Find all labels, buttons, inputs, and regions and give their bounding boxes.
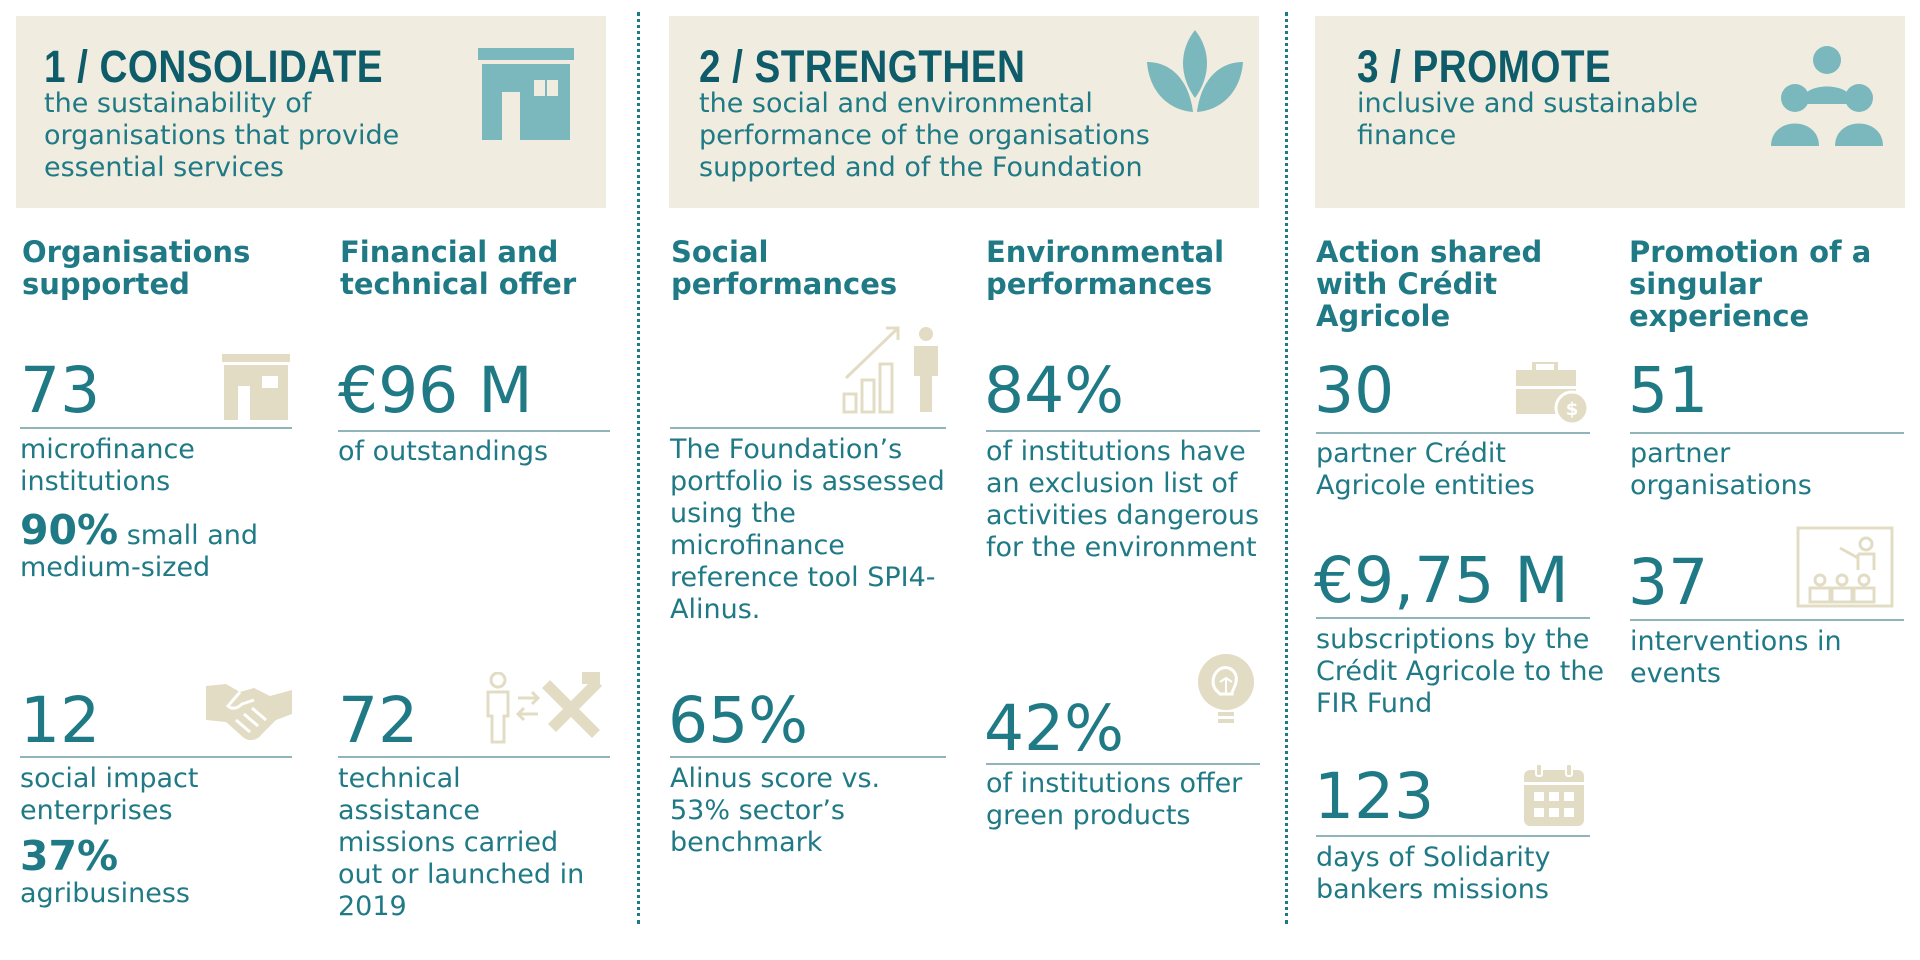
section-title-singular: Promotion of a singular experience xyxy=(1629,235,1872,333)
person-tools-icon xyxy=(482,672,610,744)
stat-label: The Foundation’s portfolio is assessed u… xyxy=(670,434,945,625)
stat-value: 123 xyxy=(1314,760,1435,833)
pillar-subtitle: the sustainability of organisations that… xyxy=(44,88,400,183)
stat-value: 51 xyxy=(1628,354,1709,427)
stat-value: 73 xyxy=(20,354,101,427)
briefcase-dollar-icon: $ xyxy=(1514,362,1588,426)
stat-value: 65% xyxy=(668,684,809,757)
stat-extra: 90% small and medium-sized xyxy=(20,510,300,584)
section-title-offer: Financial and technical offer xyxy=(340,235,577,301)
section-title-env: Environmental performances xyxy=(986,235,1225,301)
pillar-subtitle: the social and environmental performance… xyxy=(699,88,1150,183)
stat-extra-text: agribusiness xyxy=(20,878,190,909)
section-title-social: Social performances xyxy=(671,235,898,301)
stat-value: 42% xyxy=(984,692,1125,765)
stat-value: 12 xyxy=(20,684,101,757)
section-title-ca: Action shared with Crédit Agricole xyxy=(1316,235,1543,333)
stat-extra-pct: 37% xyxy=(20,832,119,880)
divider-rule xyxy=(986,430,1260,432)
divider-rule xyxy=(1630,619,1904,621)
svg-text:$: $ xyxy=(1566,399,1579,420)
pillar-title: 3 / PROMOTE xyxy=(1357,41,1612,92)
divider-rule xyxy=(670,427,946,429)
divider-rule xyxy=(20,427,292,429)
stat-extra: 37% agribusiness xyxy=(20,836,300,910)
pillar-title: 1 / CONSOLIDATE xyxy=(44,41,384,92)
stat-value: 72 xyxy=(338,684,419,757)
pillar-title: 2 / STRENGTHEN xyxy=(699,41,1026,92)
stat-value: 84% xyxy=(984,354,1125,427)
stat-label: partner organisations xyxy=(1630,438,1812,501)
store-icon xyxy=(222,354,290,420)
lightbulb-icon xyxy=(1196,652,1256,728)
growth-chart-person-icon xyxy=(840,324,946,414)
divider-rule xyxy=(1316,835,1590,837)
divider-rule xyxy=(986,763,1260,765)
divider-rule xyxy=(1316,432,1590,434)
pillar-header-consolidate: 1 / CONSOLIDATE the sustainability of or… xyxy=(16,16,606,208)
calendar-icon xyxy=(1522,764,1586,828)
stat-extra-text: small and medium-sized xyxy=(20,520,259,583)
divider-rule xyxy=(20,756,292,758)
stat-extra-pct: 90% xyxy=(20,506,119,554)
stat-value: 37 xyxy=(1628,546,1709,619)
column-divider xyxy=(637,12,640,924)
divider-rule xyxy=(338,756,610,758)
divider-rule xyxy=(670,756,946,758)
leaves-icon xyxy=(1143,28,1247,124)
stat-label: interventions in events xyxy=(1630,626,1842,689)
column-divider xyxy=(1285,12,1288,924)
stat-label: days of Solidarity bankers missions xyxy=(1316,842,1551,905)
stat-label: of outstandings xyxy=(338,436,549,467)
stat-value: €96 M xyxy=(338,354,533,427)
stat-label: of institutions have an exclusion list o… xyxy=(986,436,1260,563)
stat-label: technical assistance missions carried ou… xyxy=(338,763,585,922)
divider-rule xyxy=(1316,617,1590,619)
stat-value: €9,75 M xyxy=(1314,544,1569,617)
handshake-icon xyxy=(206,680,292,744)
stat-label: partner Crédit Agricole entities xyxy=(1316,438,1535,501)
people-group-icon xyxy=(1767,42,1887,146)
stat-label: Alinus score vs. 53% sector’s benchmark xyxy=(670,763,881,858)
presentation-icon xyxy=(1796,526,1896,610)
stat-label: microfinance institutions xyxy=(20,434,195,497)
pillar-header-promote: 3 / PROMOTE inclusive and sustainable fi… xyxy=(1315,16,1905,208)
stat-label: social impact enterprises xyxy=(20,763,199,826)
pillar-subtitle: inclusive and sustainable finance xyxy=(1357,88,1698,151)
stat-label: subscriptions by the Crédit Agricole to … xyxy=(1316,624,1605,719)
stat-value: 30 xyxy=(1314,354,1395,427)
section-title-orgs: Organisations supported xyxy=(22,235,251,301)
divider-rule xyxy=(338,430,610,432)
building-icon xyxy=(478,48,574,140)
pillar-header-strengthen: 2 / STRENGTHEN the social and environmen… xyxy=(669,16,1259,208)
divider-rule xyxy=(1630,432,1904,434)
stat-label: of institutions offer green products xyxy=(986,768,1243,831)
